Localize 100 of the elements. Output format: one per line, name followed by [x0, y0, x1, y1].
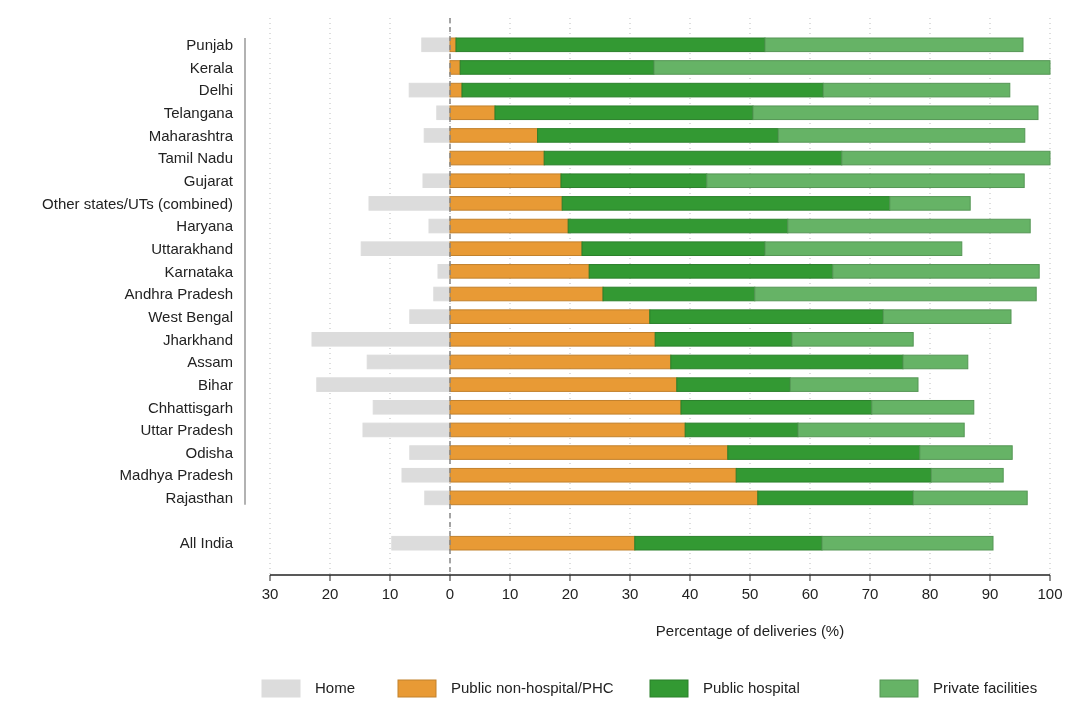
bar	[560, 173, 708, 189]
bar	[919, 445, 1013, 460]
bar	[754, 286, 1037, 302]
x-tick-label: 40	[681, 585, 699, 602]
y-tick-label: Uttarakhand	[151, 239, 233, 257]
bar	[537, 128, 779, 143]
bar	[902, 354, 969, 370]
x-tick-label: 80	[921, 585, 939, 602]
bar	[912, 490, 1028, 506]
x-tick-label: 0	[445, 585, 455, 602]
bar	[649, 309, 884, 324]
bar	[543, 150, 843, 166]
bar	[634, 535, 823, 551]
bar	[764, 37, 1024, 53]
bar	[930, 467, 1004, 483]
bar	[449, 422, 686, 438]
bar	[422, 173, 451, 189]
bar	[752, 105, 1039, 121]
x-tick-label: 20	[561, 585, 579, 602]
y-tick-label: Delhi	[198, 81, 233, 99]
bar	[449, 377, 678, 392]
y-tick-label: Odisha	[185, 443, 234, 461]
y-tick-label: Andhra Pradesh	[124, 285, 233, 303]
y-tick-label: Haryana	[176, 217, 234, 235]
legend-label: Home	[315, 679, 356, 697]
bar	[449, 218, 569, 234]
y-tick-label: Bihar	[197, 375, 233, 393]
x-tick-label: 60	[801, 585, 819, 602]
bar	[449, 128, 539, 143]
bar	[449, 467, 737, 483]
bar	[676, 377, 791, 392]
y-tick-label: Rajasthan	[165, 489, 233, 507]
bar	[680, 399, 873, 415]
bar	[360, 241, 451, 256]
bar	[372, 399, 451, 415]
bar	[316, 377, 451, 392]
bar	[423, 128, 451, 143]
legend-label: Private facilities	[933, 679, 1038, 697]
x-tick-label: 30	[621, 585, 639, 602]
x-tick-label: 10	[381, 585, 399, 602]
bar	[670, 354, 904, 370]
bar	[602, 286, 756, 302]
y-tick-label: Karnataka	[164, 262, 234, 280]
bar	[757, 490, 914, 506]
bar	[455, 37, 766, 53]
y-tick-label: Other states/UTs (combined)	[42, 194, 233, 212]
y-tick-label: Uttar Pradesh	[140, 421, 233, 439]
bar	[366, 354, 451, 370]
bar	[777, 128, 1026, 143]
bar	[449, 173, 562, 189]
bar	[791, 332, 914, 347]
bar	[567, 218, 789, 234]
y-tick-label: Madhya Pradesh	[119, 466, 233, 484]
legend-label: Public hospital	[703, 679, 800, 697]
x-tick-label: 100	[1037, 585, 1063, 602]
bar	[408, 82, 451, 98]
y-tick-label: West Bengal	[148, 307, 233, 325]
y-tick-label: Tamil Nadu	[157, 149, 233, 167]
bar	[735, 467, 932, 483]
bar	[311, 332, 451, 347]
bar	[764, 241, 963, 256]
bar	[433, 286, 451, 302]
bar	[449, 264, 590, 279]
bar	[449, 60, 461, 75]
bar	[581, 241, 766, 256]
bar	[449, 196, 563, 211]
bar	[449, 241, 583, 256]
bar	[449, 535, 636, 551]
x-tick-label: 10	[501, 585, 519, 602]
bar	[449, 445, 729, 460]
bar	[789, 377, 919, 392]
bar	[882, 309, 1012, 324]
bar	[449, 150, 545, 166]
bar	[362, 422, 451, 438]
bar	[424, 490, 451, 506]
bar	[822, 82, 1011, 98]
bar	[437, 264, 451, 279]
y-tick-label: Gujarat	[183, 171, 234, 189]
bar	[391, 535, 451, 551]
y-tick-label: All India	[179, 534, 234, 552]
x-tick-label: 50	[741, 585, 759, 602]
bar	[436, 105, 451, 121]
bar	[684, 422, 799, 438]
bar	[449, 105, 496, 121]
bar	[409, 445, 451, 460]
bar	[871, 399, 975, 415]
bar	[494, 105, 754, 121]
bar	[449, 309, 651, 324]
bar	[449, 332, 656, 347]
bar	[654, 332, 793, 347]
bar	[401, 467, 451, 483]
bar	[449, 286, 604, 302]
bar	[428, 218, 451, 234]
y-tick-label: Kerala	[189, 58, 234, 76]
bar	[653, 60, 1051, 75]
x-tick-label: 30	[261, 585, 279, 602]
bar	[449, 354, 672, 370]
bar	[841, 150, 1051, 166]
bar	[889, 196, 971, 211]
x-tick-label: 20	[321, 585, 339, 602]
